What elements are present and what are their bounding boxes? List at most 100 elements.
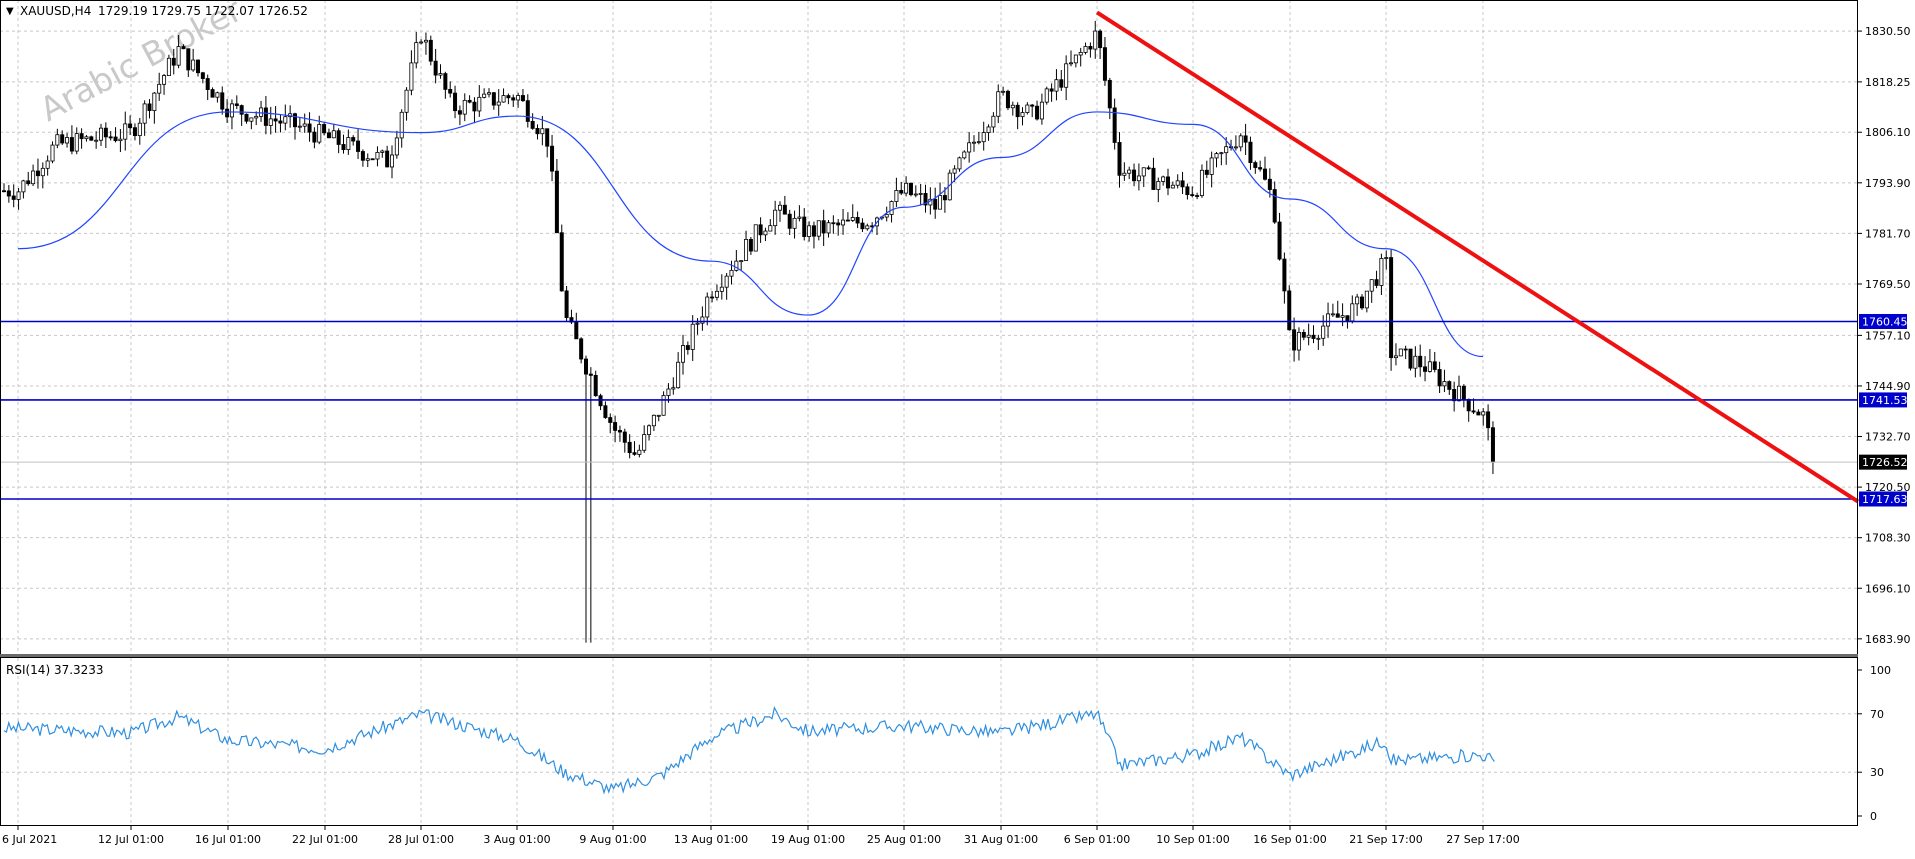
candle [676,352,681,389]
candle [744,230,749,262]
candle [850,204,855,222]
candle [60,130,65,146]
candle [1292,317,1297,362]
candle-body-bear [899,189,904,194]
candle [200,71,205,84]
candle-body-bull [157,83,162,94]
candle [1175,174,1180,189]
candle-body-bull [1393,355,1398,359]
candle-body-bear [312,131,317,143]
level-badge-1717: 1717.63 [1859,491,1908,507]
candle-body-bear [1102,47,1107,81]
candle [428,35,433,66]
candle-body-bull [540,128,545,135]
candle-body-bull [99,127,104,141]
candle [486,88,491,98]
candle [385,145,390,168]
candle-body-bear [147,103,152,111]
candle [40,162,45,189]
candle-body-bear [1282,258,1287,292]
candle [530,113,535,130]
candle-body-bear [370,158,375,161]
candle-body-bull [1001,90,1006,93]
symbol-dropdown-icon[interactable]: ▼ [6,6,14,17]
candle-body-bull [661,395,666,416]
candle [579,337,584,364]
candle-body-bull [690,323,695,350]
candle-body-bull [118,138,123,142]
candle [1486,404,1491,441]
candle-body-bull [651,414,656,427]
candle [1457,375,1462,402]
candle-body-bear [472,101,477,112]
candle [656,414,661,422]
candle [773,200,778,235]
candle [1442,369,1447,393]
candle-body-bull [191,59,196,71]
candle-body-bull [729,269,734,277]
candle [1481,408,1486,426]
candle [351,135,356,146]
candle [462,93,467,122]
candle-body-bear [1166,176,1171,189]
time-axis[interactable]: 6 Jul 2021 12 Jul 01:00 16 Jul 01:00 22 Jul… [2,826,1520,846]
candle [1170,181,1175,189]
panel-separator[interactable] [0,654,1858,657]
candle-body-bear [860,222,865,230]
candle-body-bear [1107,79,1112,109]
candle [229,99,234,130]
candle-body-bear [627,441,632,454]
time-tick-label: 21 Sep 17:00 [1349,833,1422,846]
candle-body-bull [991,115,996,128]
candle-body-bull [1379,258,1384,286]
candle-body-bull [850,217,855,221]
candle [108,131,113,141]
candle [414,31,419,69]
candle-body-bull [74,133,79,152]
candle [1330,303,1335,317]
time-tick-label: 13 Aug 01:00 [674,833,748,846]
candle [1277,212,1282,261]
candle-body-bull [482,93,487,98]
candle-body-bear [1263,168,1268,180]
candle-body-bear [1408,348,1413,369]
candle-body-bear [205,78,210,90]
candle-body-bear [1030,104,1035,107]
candle-body-bull [763,230,768,236]
candle-body-bull [1078,52,1083,56]
candle-body-bear [1486,411,1491,429]
candlestick-series [2,20,1495,643]
candle [1102,37,1107,86]
price-axis[interactable]: 1830.50 1818.25 1806.10 1793.90 1781.70 1769.… [1858,25,1911,646]
candle-body-bear [787,213,792,229]
candle [884,206,889,222]
candle-body-bear [1015,104,1020,118]
candle [705,292,710,326]
time-tick-label: 31 Aug 01:00 [964,833,1038,846]
candle-body-bear [433,60,438,76]
candle [467,95,472,104]
candle-body-bull [1170,184,1175,189]
candle [1311,325,1316,344]
candle [918,183,923,206]
candle-body-bear [1403,348,1408,351]
candle [1408,348,1413,371]
candle-body-bear [108,136,113,139]
candle-body-bear [1292,329,1297,351]
candle [292,112,297,140]
candle [312,127,317,149]
candle-body-bear [758,224,763,236]
candle [65,132,70,148]
candle [952,165,957,182]
candle [1199,164,1204,198]
time-tick-label: 19 Aug 01:00 [771,833,845,846]
downtrend-line[interactable] [1095,10,1860,504]
candle [1025,102,1030,115]
candle-body-bear [545,128,550,147]
candle [137,117,142,145]
candle-body-bear [1243,135,1248,143]
candle [1044,86,1049,105]
candle [1049,83,1054,102]
